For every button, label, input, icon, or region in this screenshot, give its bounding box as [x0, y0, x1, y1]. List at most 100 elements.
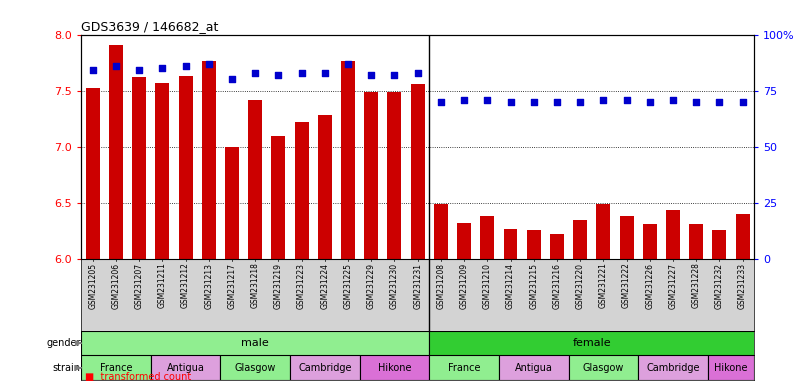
Text: strain: strain [53, 363, 80, 373]
Bar [290, 356, 359, 380]
Bar [359, 356, 429, 380]
Bar [708, 356, 754, 380]
Point [295, 70, 308, 76]
Text: GSM231218: GSM231218 [251, 263, 260, 308]
Bar [109, 45, 123, 259]
Bar [81, 356, 151, 380]
Text: Glasgow: Glasgow [234, 363, 276, 373]
Text: GSM231231: GSM231231 [413, 263, 423, 309]
Text: Antigua: Antigua [515, 363, 552, 373]
Text: GSM231223: GSM231223 [297, 263, 306, 309]
Bar [736, 214, 749, 259]
Text: ■  transformed count: ■ transformed count [85, 372, 191, 382]
Bar [221, 356, 290, 380]
Bar [712, 230, 727, 259]
Bar [596, 204, 611, 259]
Bar [151, 356, 221, 380]
Text: GSM231227: GSM231227 [668, 263, 677, 309]
Text: GSM231224: GSM231224 [320, 263, 329, 309]
Bar [569, 356, 638, 380]
Point [457, 96, 470, 103]
Bar [638, 356, 708, 380]
Point [713, 99, 726, 105]
Text: GSM231214: GSM231214 [506, 263, 515, 309]
Bar [86, 88, 100, 259]
Point [736, 99, 749, 105]
Point [597, 96, 610, 103]
Bar [666, 210, 680, 259]
Text: GSM231205: GSM231205 [88, 263, 97, 309]
Bar [429, 356, 499, 380]
Bar [504, 229, 517, 259]
Bar [156, 83, 169, 259]
Bar [527, 230, 541, 259]
Point [133, 68, 146, 74]
Point [249, 70, 262, 76]
Bar [429, 331, 766, 356]
Point [388, 72, 401, 78]
Bar [620, 216, 633, 259]
Bar [388, 92, 401, 259]
Bar [499, 356, 569, 380]
Text: GSM231233: GSM231233 [738, 263, 747, 309]
Bar [410, 84, 425, 259]
Bar [550, 234, 564, 259]
Point [643, 99, 656, 105]
Bar [318, 115, 332, 259]
Text: France: France [100, 363, 132, 373]
Text: GSM231228: GSM231228 [692, 263, 701, 308]
Text: GSM231208: GSM231208 [436, 263, 445, 309]
Text: GSM231225: GSM231225 [344, 263, 353, 309]
Text: GSM231207: GSM231207 [135, 263, 144, 309]
Bar [480, 216, 494, 259]
Bar [689, 224, 703, 259]
Point [109, 63, 122, 69]
Bar [248, 99, 262, 259]
Text: female: female [573, 338, 611, 348]
Text: GDS3639 / 146682_at: GDS3639 / 146682_at [81, 20, 218, 33]
Text: Glasgow: Glasgow [582, 363, 624, 373]
Text: Hikone: Hikone [714, 363, 748, 373]
Point [411, 70, 424, 76]
Point [365, 72, 378, 78]
Text: GSM231217: GSM231217 [227, 263, 237, 309]
Bar [272, 136, 285, 259]
Bar [457, 223, 471, 259]
Text: GSM231230: GSM231230 [390, 263, 399, 309]
Text: GSM231229: GSM231229 [367, 263, 375, 309]
Text: GSM231209: GSM231209 [460, 263, 469, 309]
Bar [178, 76, 192, 259]
Text: male: male [242, 338, 269, 348]
Point [504, 99, 517, 105]
Text: GSM231221: GSM231221 [599, 263, 608, 308]
Text: Cambridge: Cambridge [298, 363, 352, 373]
Bar [573, 220, 587, 259]
Text: GSM231212: GSM231212 [181, 263, 190, 308]
Text: GSM231226: GSM231226 [646, 263, 654, 309]
Text: Hikone: Hikone [378, 363, 411, 373]
Point [527, 99, 540, 105]
Point [156, 65, 169, 71]
Text: France: France [448, 363, 480, 373]
Point [179, 63, 192, 69]
Text: GSM231206: GSM231206 [111, 263, 120, 309]
Point [667, 96, 680, 103]
Text: gender: gender [46, 338, 80, 348]
Point [689, 99, 702, 105]
Text: GSM231220: GSM231220 [576, 263, 585, 309]
Bar [132, 77, 146, 259]
Bar [434, 204, 448, 259]
Point [319, 70, 332, 76]
Point [86, 68, 99, 74]
Point [620, 96, 633, 103]
Point [272, 72, 285, 78]
Point [551, 99, 564, 105]
Point [435, 99, 448, 105]
Point [225, 76, 238, 83]
Text: GSM231213: GSM231213 [204, 263, 213, 309]
Text: Cambridge: Cambridge [646, 363, 700, 373]
Text: GSM231222: GSM231222 [622, 263, 631, 308]
Point [573, 99, 586, 105]
Point [481, 96, 494, 103]
Text: GSM231210: GSM231210 [483, 263, 491, 309]
